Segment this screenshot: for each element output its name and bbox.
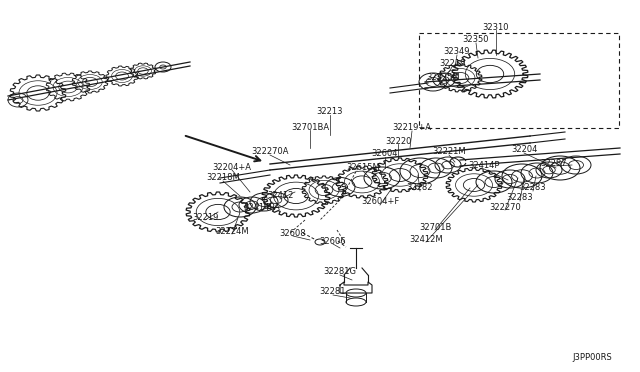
Text: 32287: 32287: [541, 158, 567, 167]
Text: 32701B: 32701B: [419, 222, 451, 231]
Text: 32604+F: 32604+F: [361, 198, 399, 206]
Text: 32281: 32281: [320, 288, 346, 296]
Text: 322270A: 322270A: [252, 148, 289, 157]
Text: 32283: 32283: [520, 183, 547, 192]
Text: 32414P: 32414P: [468, 161, 500, 170]
Text: 32412M: 32412M: [409, 234, 443, 244]
Text: 32414PA: 32414PA: [244, 203, 280, 212]
Text: 32219: 32219: [439, 60, 465, 68]
Text: 32218M: 32218M: [206, 173, 240, 183]
Text: 32221M: 32221M: [432, 148, 466, 157]
Text: 32281G: 32281G: [323, 267, 356, 276]
Text: 32225M: 32225M: [426, 73, 460, 81]
Text: 32604: 32604: [372, 150, 398, 158]
Text: 32349: 32349: [444, 48, 470, 57]
Text: 32615M: 32615M: [346, 164, 380, 173]
Text: 32220: 32220: [385, 137, 411, 145]
Text: 32606: 32606: [320, 237, 346, 246]
Text: J3PP00RS: J3PP00RS: [572, 353, 612, 362]
Text: 322270: 322270: [489, 202, 521, 212]
Text: 32701BA: 32701BA: [291, 122, 329, 131]
Text: 32412: 32412: [267, 192, 293, 201]
Text: 32213: 32213: [317, 108, 343, 116]
Text: 32350: 32350: [463, 35, 489, 45]
Text: 32219+A: 32219+A: [392, 124, 431, 132]
Text: 32283: 32283: [507, 193, 533, 202]
Text: 32204+A: 32204+A: [212, 163, 252, 171]
Text: 32219: 32219: [192, 212, 218, 221]
Text: 32204: 32204: [511, 145, 537, 154]
Bar: [419, 33, 619, 128]
Text: 32224M: 32224M: [215, 227, 249, 235]
Text: 32310: 32310: [483, 22, 509, 32]
Text: 32282: 32282: [407, 183, 433, 192]
Text: 32608: 32608: [280, 228, 307, 237]
